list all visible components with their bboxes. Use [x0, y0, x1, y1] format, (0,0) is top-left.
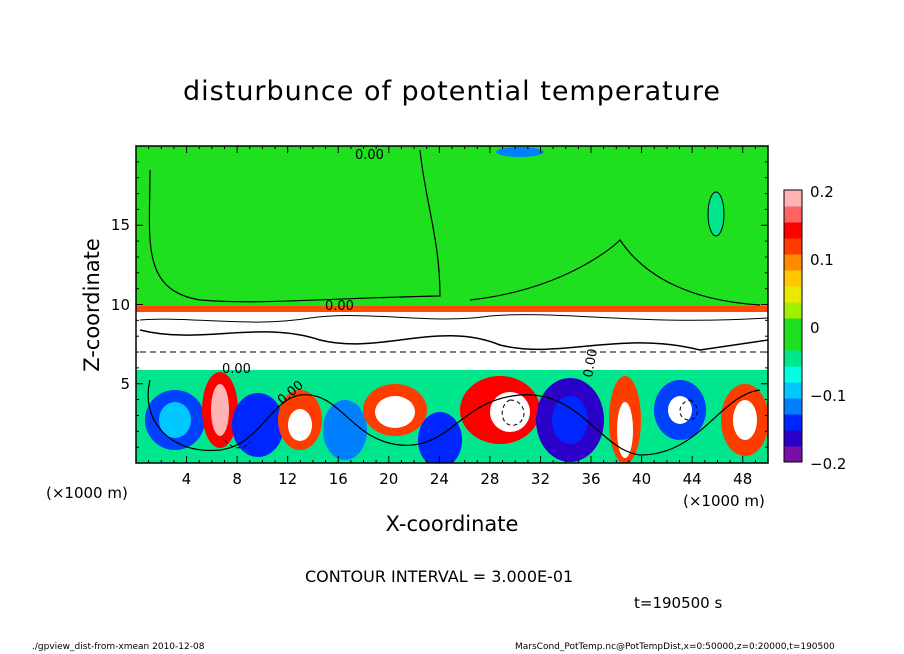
colorbar-tick-label: 0.1 [810, 251, 834, 269]
x-tick-label: 48 [733, 470, 753, 488]
colorbar-swatch [784, 334, 802, 351]
contour-label: 0.00 [581, 348, 601, 379]
colorbar-swatch [784, 366, 802, 383]
chart-title: disturbunce of potential temperature [183, 76, 721, 107]
colorbar-tick-label: −0.2 [810, 455, 847, 473]
cold-blob [232, 393, 284, 457]
contour-line-dashed [224, 439, 251, 449]
x-tick-label: 8 [232, 470, 242, 488]
upper-layer [136, 146, 768, 310]
colorbar-swatch [784, 382, 802, 399]
x-unit-right: (×1000 m) [683, 492, 765, 510]
warm-plume-core [211, 384, 229, 436]
contour-label: 0.00 [222, 362, 251, 377]
contour-line-dashed [501, 399, 525, 426]
x-tick-label: 16 [328, 470, 348, 488]
x-tick-label: 36 [581, 470, 601, 488]
warm-blob-core [375, 396, 415, 428]
colorbar-swatch [784, 286, 802, 303]
top-cold-streak [496, 147, 544, 157]
colorbar-swatch [784, 318, 802, 335]
heatmap-field [136, 146, 768, 463]
x-tick-marks [135, 146, 769, 463]
cold-blob [418, 412, 462, 463]
x-tick-label: 20 [379, 470, 399, 488]
colorbar-swatch [784, 446, 802, 463]
contour-line [139, 314, 768, 323]
colorbar-swatch [784, 270, 802, 287]
y-tick-marks [136, 145, 768, 464]
contour-line [469, 239, 761, 306]
y-tick-label: 10 [110, 295, 130, 314]
y-tick-label: 15 [110, 216, 130, 235]
contour-interval-note: CONTOUR INTERVAL = 3.000E-01 [305, 567, 574, 586]
x-tick-label: 28 [480, 470, 500, 488]
colorbar-swatch [784, 206, 802, 223]
contour-label: 0.00 [355, 148, 384, 163]
contour-line-dashed [679, 399, 698, 421]
cold-blob-core [552, 396, 588, 444]
contour-line [139, 329, 768, 351]
x-unit-left: (×1000 m) [46, 484, 128, 502]
contour-line [148, 149, 441, 303]
time-stamp: t=190500 s [634, 594, 723, 612]
warm-plume-core [617, 402, 633, 458]
inversion-band-red [136, 306, 768, 312]
colorbar-swatch [784, 398, 802, 415]
warm-blob-core [733, 400, 757, 440]
x-tick-label: 24 [429, 470, 449, 488]
colorbar-swatch [784, 254, 802, 271]
cold-blob-core [159, 402, 191, 438]
colorbar-swatch [784, 414, 802, 431]
x-tick-label: 32 [530, 470, 551, 488]
colorbar-tick-label: 0 [810, 319, 820, 337]
colorbar [783, 189, 803, 463]
colorbar-tick-label: −0.1 [810, 387, 847, 405]
footer-left: ./gpview_dist-from-xmean 2010-12-08 [32, 642, 205, 652]
warm-blob-core [490, 392, 530, 432]
colorbar-swatch [784, 222, 802, 239]
contour-line [147, 379, 761, 456]
x-axis-label: X-coordinate [0, 512, 904, 536]
footer-right: MarsCond_PotTemp.nc@PotTempDist,x=0:5000… [515, 642, 835, 652]
x-axis-label-text: X-coordinate [385, 512, 519, 536]
contour-label: 0.00 [325, 299, 354, 314]
colorbar-swatch [784, 238, 802, 255]
x-tick-label: 12 [278, 470, 298, 488]
upper-cell [707, 191, 725, 237]
cold-blob [323, 400, 367, 460]
colorbar-swatch [784, 430, 802, 447]
x-tick-label: 40 [632, 470, 652, 488]
colorbar-tick-label: 0.2 [810, 183, 834, 201]
colorbar-swatch [784, 350, 802, 367]
y-tick-label: 5 [120, 374, 130, 393]
colorbar-frame [783, 189, 803, 463]
colorbar-swatch [784, 302, 802, 319]
colorbar-swatch [784, 190, 802, 207]
warm-blob-core [288, 409, 312, 441]
x-tick-label: 44 [682, 470, 702, 488]
x-tick-label: 4 [181, 470, 192, 488]
